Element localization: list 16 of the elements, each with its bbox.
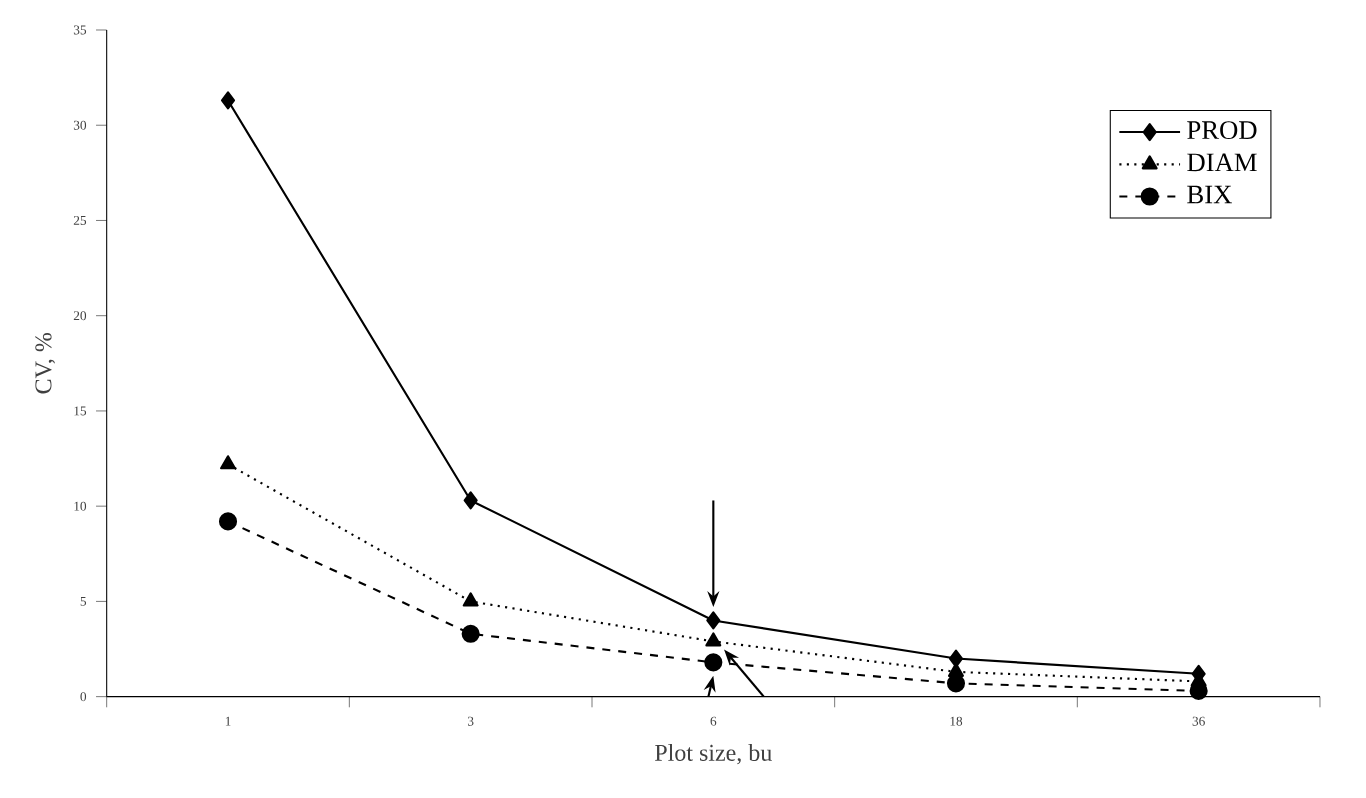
point [704,653,723,672]
point [946,674,966,693]
legend-label: BIX [1187,185,1232,204]
point [462,592,479,607]
point [706,611,721,630]
legend-label: PROD [1187,121,1257,140]
point [218,512,238,531]
point [220,455,237,470]
y-axis-title: CV, % [35,333,55,394]
point [705,632,722,647]
x-axis-title: Plot size, bu [655,744,772,765]
legend-label: DIAM [1187,153,1257,172]
point [220,91,236,110]
point [948,649,964,668]
point [461,624,480,643]
point [463,491,478,510]
